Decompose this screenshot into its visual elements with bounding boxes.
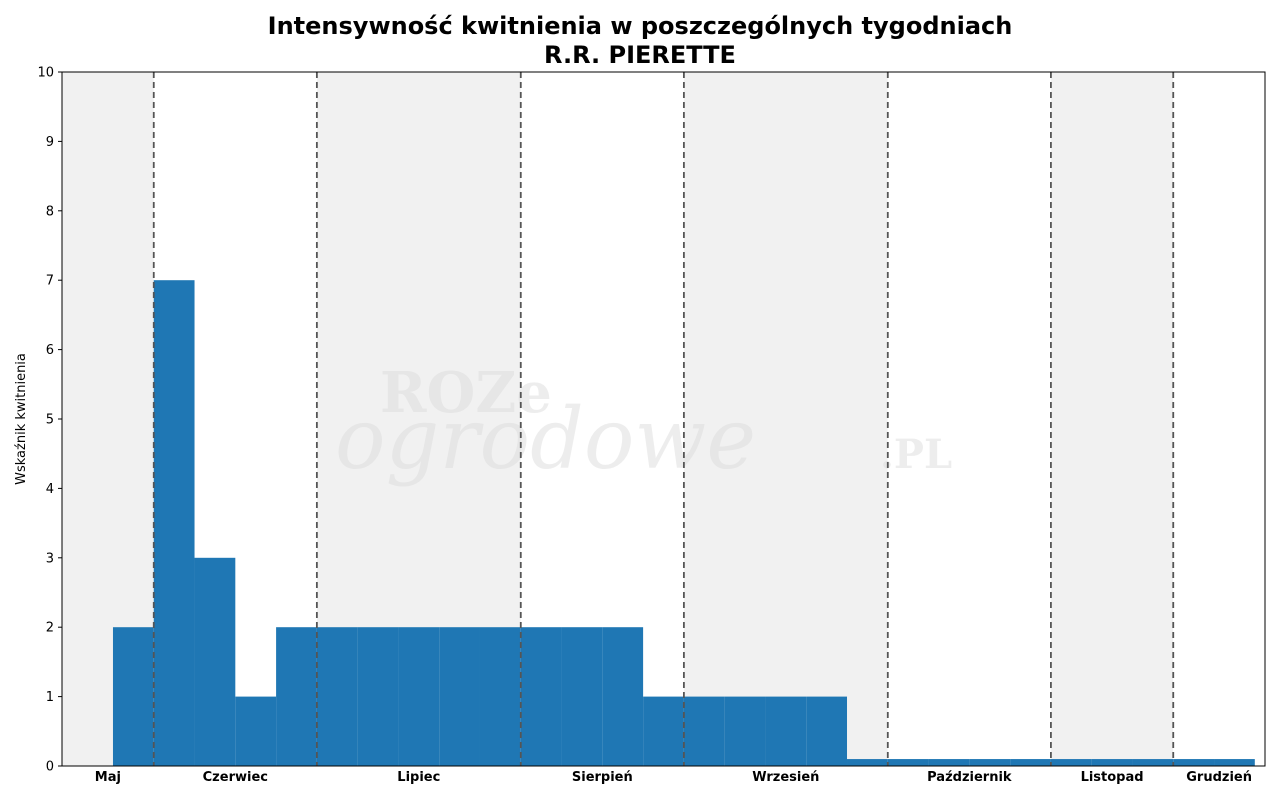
bar [1010,759,1051,766]
y-tick-label: 5 [46,413,54,428]
month-dividers [152,72,1175,766]
bar [1091,759,1133,766]
y-axis-label: Wskaźnik kwitnienia [14,353,29,485]
month-label: Czerwiec [203,770,268,785]
bar [357,627,399,766]
bar [847,759,888,766]
watermark: ROZe ogrodowe .PL [335,360,952,488]
bar [439,627,480,766]
bar [969,759,1011,766]
bar [643,696,684,766]
month-labels: Maj Czerwiec Lipiec Sierpień Wrzesień Paździe… [95,770,1252,785]
chart-title: Intensywność kwitnienia w poszczególnych… [267,12,1013,40]
month-label: Maj [95,770,121,785]
watermark-roze: ROZe [380,360,552,426]
bar [479,627,521,766]
bar [928,759,970,766]
bar [112,627,154,766]
month-label: Lipiec [397,770,440,785]
bar [153,280,195,766]
y-tick-label: 4 [46,482,54,497]
month-label: Grudzień [1186,770,1252,785]
bar [887,759,929,766]
bar [765,696,807,766]
y-tick-label: 3 [46,551,54,566]
bar [1132,759,1174,766]
bar [561,627,603,766]
y-axis: 0 1 2 3 4 5 6 7 8 9 10 [37,66,62,775]
month-band [1050,72,1174,766]
bar [316,627,358,766]
bar [602,627,644,766]
chart-subtitle: R.R. PIERETTE [544,41,736,69]
bars [112,280,1255,766]
month-band [683,72,888,766]
month-label: Październik [927,770,1012,785]
y-tick-label: 1 [46,690,54,705]
bar [398,627,440,766]
month-label: Wrzesień [752,770,819,785]
y-tick-label: 7 [46,274,54,289]
watermark-pl: .PL [880,431,952,478]
y-tick-label: 2 [46,621,54,636]
bar [683,696,725,766]
bar [1173,759,1215,766]
bar [520,627,562,766]
month-band [887,72,1051,766]
y-tick-label: 8 [46,204,54,219]
y-tick-label: 9 [46,135,54,150]
bar [1214,759,1255,766]
bar [194,557,236,766]
bar [806,696,848,766]
watermark-ogrodowe: ogrodowe [335,390,756,488]
month-band [1173,72,1265,766]
y-tick-label: 6 [46,343,54,358]
bar [1050,759,1092,766]
bar [235,696,277,766]
y-tick-label: 10 [37,66,54,81]
month-label: Sierpień [572,770,633,785]
bar [276,627,317,766]
month-label: Listopad [1081,770,1144,785]
bar [724,696,766,766]
y-tick-label: 0 [46,760,54,775]
